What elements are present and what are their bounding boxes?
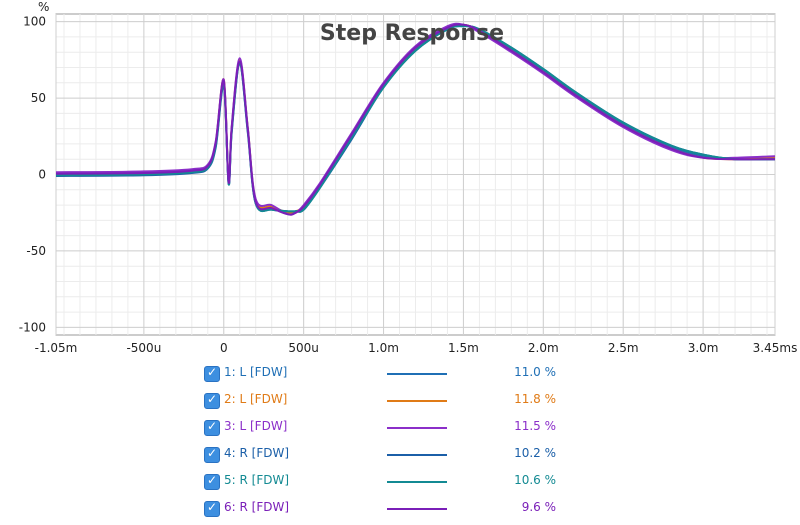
series-name: 2: L [FDW] xyxy=(224,392,288,406)
x-axis-ticks: -1.05m -500u 0 500u 1.0m 1.5m 2.0m 2.5m 3.0m 3.45… xyxy=(35,341,798,355)
x-tick-label: 3.45ms xyxy=(753,341,798,355)
checkbox-series-3[interactable] xyxy=(204,419,220,436)
legend-item: 3: L [FDW] 11.5 % xyxy=(204,416,564,443)
checkbox-series-5[interactable] xyxy=(204,473,220,490)
checkbox-series-4[interactable] xyxy=(204,446,220,463)
x-tick-label: 2.0m xyxy=(528,341,559,355)
x-tick-label: 0 xyxy=(220,341,228,355)
series-swatch xyxy=(387,400,447,402)
checkbox-series-2[interactable] xyxy=(204,392,220,409)
legend-item: 6: R [FDW] 9.6 % xyxy=(204,497,564,524)
checkbox-series-6[interactable] xyxy=(204,500,220,517)
series-swatch xyxy=(387,481,447,483)
grid-lines xyxy=(55,14,776,335)
series-value: 9.6 % xyxy=(521,500,556,514)
series-swatch xyxy=(387,454,447,456)
series-name: 6: R [FDW] xyxy=(224,500,290,514)
series-name: 1: L [FDW] xyxy=(224,365,288,379)
legend-item: 5: R [FDW] 10.6 % xyxy=(204,470,564,497)
x-tick-label: 1.0m xyxy=(368,341,399,355)
y-tick-label: -50 xyxy=(26,244,46,258)
series-value: 11.0 % xyxy=(514,365,556,379)
x-tick-label: 3.0m xyxy=(688,341,719,355)
series-lines xyxy=(55,22,776,216)
series-name: 4: R [FDW] xyxy=(224,446,290,460)
legend: 1: L [FDW] 11.0 % 2: L [FDW] 11.8 % 3: L… xyxy=(204,362,564,524)
step-response-chart: -1.05m -500u 0 500u 1.0m 1.5m 2.0m 2.5m 3.0m 3.45… xyxy=(19,0,798,355)
series-name: 5: R [FDW] xyxy=(224,473,290,487)
y-tick-label: -100 xyxy=(19,320,46,334)
y-axis-ticks: 100 50 0 -50 -100 xyxy=(19,15,46,335)
legend-item: 4: R [FDW] 10.2 % xyxy=(204,443,564,470)
legend-item: 2: L [FDW] 11.8 % xyxy=(204,389,564,416)
checkbox-series-1[interactable] xyxy=(204,365,220,382)
series-value: 11.8 % xyxy=(514,392,556,406)
series-swatch xyxy=(387,373,447,375)
y-tick-label: 50 xyxy=(31,91,46,105)
series-value: 10.6 % xyxy=(514,473,556,487)
y-tick-label: 100 xyxy=(23,15,46,29)
x-tick-label: 1.5m xyxy=(448,341,479,355)
x-tick-label: -1.05m xyxy=(35,341,78,355)
series-swatch xyxy=(387,427,447,429)
y-tick-label: 0 xyxy=(38,168,46,182)
chart-title: Step Response xyxy=(320,21,504,46)
series-line-6 xyxy=(55,23,776,216)
series-value: 10.2 % xyxy=(514,446,556,460)
series-name: 3: L [FDW] xyxy=(224,419,288,433)
x-tick-label: 500u xyxy=(288,341,319,355)
series-swatch xyxy=(387,508,447,510)
y-axis-label: % xyxy=(38,0,49,14)
x-tick-label: 2.5m xyxy=(608,341,639,355)
series-value: 11.5 % xyxy=(514,419,556,433)
x-tick-label: -500u xyxy=(126,341,161,355)
legend-item: 1: L [FDW] 11.0 % xyxy=(204,362,564,389)
